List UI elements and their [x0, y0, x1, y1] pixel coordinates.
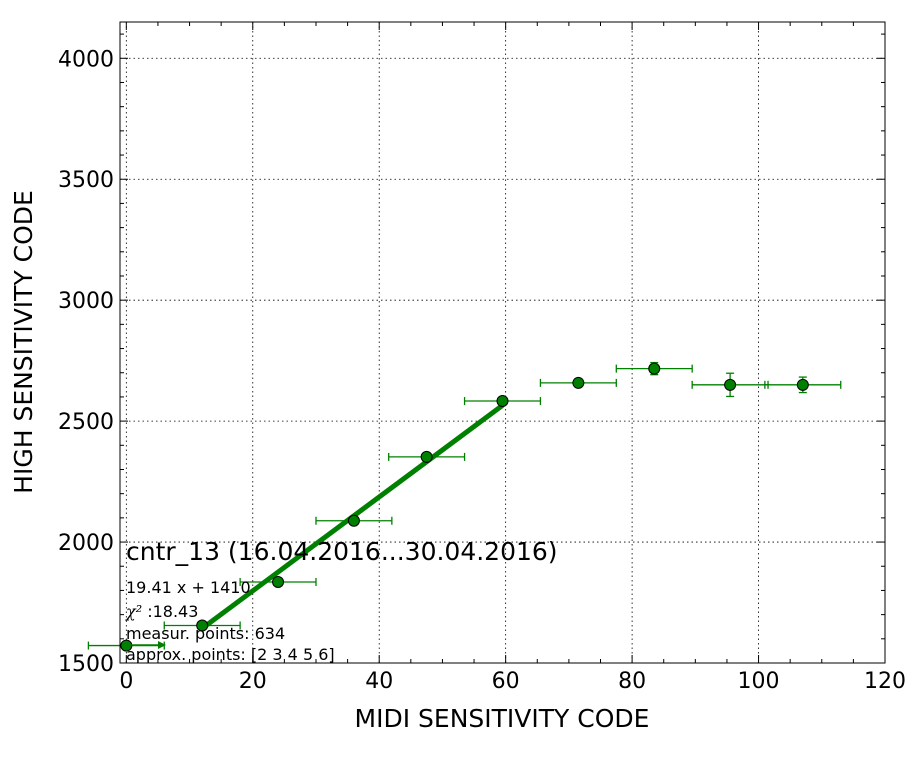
- data-point: [272, 575, 285, 588]
- x-tick-label: 20: [239, 669, 267, 694]
- x-tick-label: 40: [365, 669, 393, 694]
- x-tick-label: 80: [618, 669, 646, 694]
- data-point: [420, 450, 433, 463]
- x-tick-label: 60: [492, 669, 520, 694]
- data-point: [496, 395, 509, 408]
- y-tick-label: 2000: [58, 531, 114, 556]
- y-tick-label: 3000: [58, 289, 114, 314]
- y-tick-labels: 1500 2000 2500 3000 3500 4000: [58, 47, 114, 677]
- x-tick-label: 100: [738, 669, 780, 694]
- annotation-measur-points: measur. points: 634: [126, 624, 285, 643]
- chi-square-value: :18.43: [142, 602, 198, 621]
- annotation-title: cntr_13 (16.04.2016...30.04.2016): [126, 537, 558, 566]
- x-axis-label: MIDI SENSITIVITY CODE: [355, 704, 650, 733]
- data-point: [347, 514, 360, 527]
- y-tick-label: 2500: [58, 410, 114, 435]
- x-tick-labels: 0 20 40 60 80 100 120: [119, 669, 906, 694]
- data-point: [648, 362, 661, 375]
- y-tick-label: 4000: [58, 47, 114, 72]
- data-point: [796, 378, 809, 391]
- y-axis-label: HIGH SENSITIVITY CODE: [9, 190, 38, 494]
- data-point: [572, 376, 585, 389]
- y-tick-label: 3500: [58, 168, 114, 193]
- data-point: [724, 378, 737, 391]
- annotation-equation: 19.41 x + 1410: [126, 578, 251, 597]
- arrow-marker: [126, 641, 166, 649]
- data-points: [120, 362, 809, 652]
- annotation-chi-square: χ² :18.43: [125, 602, 198, 621]
- chi-square-symbol: χ²: [125, 602, 142, 621]
- y-tick-label: 1500: [58, 652, 114, 677]
- annotation-approx-points: approx. points: [2 3 4 5 6]: [126, 645, 335, 664]
- plot-frame: [119, 21, 886, 664]
- grid: [120, 22, 885, 663]
- x-tick-label: 120: [864, 669, 906, 694]
- x-tick-label: 0: [119, 669, 133, 694]
- data-point: [196, 619, 209, 632]
